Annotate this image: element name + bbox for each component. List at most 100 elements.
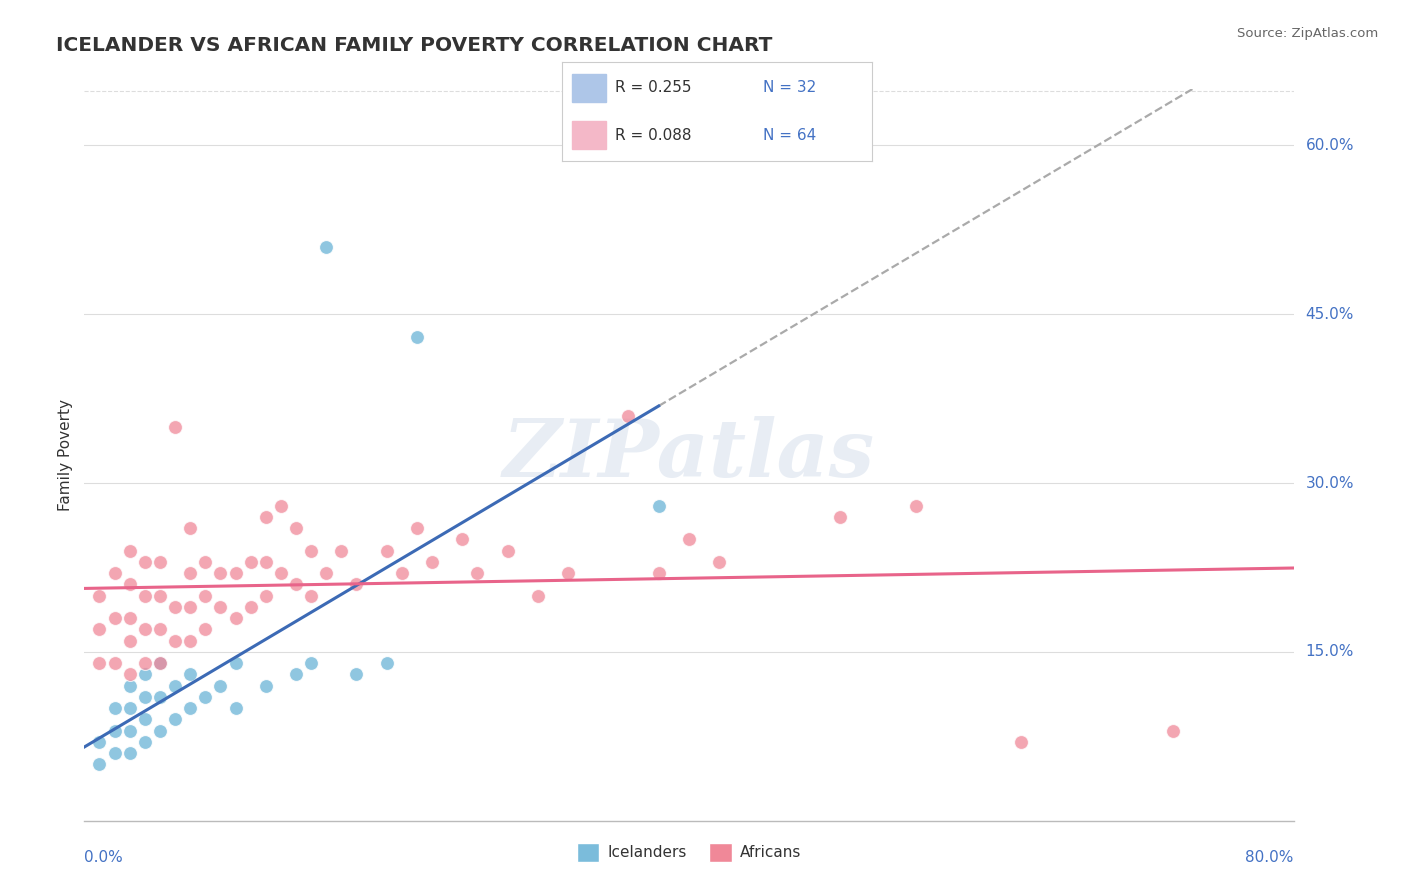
Point — [647, 499, 671, 513]
Point — [149, 589, 172, 603]
Point — [179, 599, 201, 614]
Point — [179, 566, 201, 580]
Point — [194, 690, 217, 704]
Point — [118, 746, 141, 760]
Point — [149, 656, 172, 670]
Point — [406, 330, 429, 344]
Text: ICELANDER VS AFRICAN FAMILY POVERTY CORRELATION CHART: ICELANDER VS AFRICAN FAMILY POVERTY CORR… — [56, 36, 773, 54]
Text: 80.0%: 80.0% — [1246, 850, 1294, 865]
Point — [299, 543, 322, 558]
Point — [179, 701, 201, 715]
Point — [163, 679, 186, 693]
Point — [526, 589, 548, 603]
FancyBboxPatch shape — [572, 74, 606, 102]
Point — [104, 701, 127, 715]
Point — [225, 656, 247, 670]
Text: ZIPatlas: ZIPatlas — [503, 417, 875, 493]
Text: 60.0%: 60.0% — [1306, 138, 1354, 153]
Point — [134, 555, 156, 569]
Point — [89, 589, 111, 603]
Point — [225, 611, 247, 625]
Point — [284, 667, 308, 681]
Point — [209, 679, 232, 693]
Point — [451, 533, 474, 547]
Text: 15.0%: 15.0% — [1306, 644, 1354, 659]
Text: N = 64: N = 64 — [763, 128, 817, 143]
Point — [315, 566, 337, 580]
Point — [134, 667, 156, 681]
Text: N = 32: N = 32 — [763, 80, 817, 95]
Point — [346, 667, 368, 681]
Point — [1161, 723, 1184, 738]
Point — [134, 623, 156, 637]
Point — [467, 566, 489, 580]
Point — [254, 555, 277, 569]
Point — [194, 589, 217, 603]
Point — [118, 543, 141, 558]
Point — [254, 679, 277, 693]
Point — [89, 656, 111, 670]
Point — [104, 566, 127, 580]
Point — [239, 599, 262, 614]
Point — [118, 611, 141, 625]
Point — [149, 690, 172, 704]
Point — [118, 577, 141, 591]
Point — [830, 509, 852, 524]
Point — [134, 589, 156, 603]
Point — [163, 633, 186, 648]
Point — [709, 555, 731, 569]
Point — [89, 757, 111, 772]
Point — [406, 521, 429, 535]
Legend: Icelanders, Africans: Icelanders, Africans — [571, 837, 807, 868]
Point — [194, 555, 217, 569]
Point — [270, 499, 292, 513]
Point — [89, 735, 111, 749]
Point — [284, 521, 308, 535]
Point — [346, 577, 368, 591]
Point — [104, 611, 127, 625]
Point — [239, 555, 262, 569]
Point — [149, 555, 172, 569]
Point — [104, 723, 127, 738]
Point — [118, 667, 141, 681]
Y-axis label: Family Poverty: Family Poverty — [58, 399, 73, 511]
Text: R = 0.255: R = 0.255 — [614, 80, 692, 95]
Point — [134, 690, 156, 704]
Text: 45.0%: 45.0% — [1306, 307, 1354, 322]
Point — [330, 543, 353, 558]
Point — [225, 701, 247, 715]
Point — [647, 566, 671, 580]
Point — [209, 599, 232, 614]
Point — [89, 623, 111, 637]
Point — [225, 566, 247, 580]
Point — [104, 746, 127, 760]
Point — [163, 712, 186, 726]
Point — [254, 509, 277, 524]
Point — [163, 599, 186, 614]
Point — [118, 723, 141, 738]
Point — [134, 656, 156, 670]
Point — [254, 589, 277, 603]
Point — [270, 566, 292, 580]
Point — [179, 667, 201, 681]
Text: 30.0%: 30.0% — [1306, 475, 1354, 491]
Point — [904, 499, 927, 513]
Point — [299, 589, 322, 603]
Point — [194, 623, 217, 637]
Point — [149, 656, 172, 670]
Point — [118, 633, 141, 648]
Point — [375, 656, 398, 670]
Point — [118, 701, 141, 715]
Point — [179, 633, 201, 648]
Point — [209, 566, 232, 580]
Text: R = 0.088: R = 0.088 — [614, 128, 692, 143]
Text: Source: ZipAtlas.com: Source: ZipAtlas.com — [1237, 27, 1378, 40]
Point — [1010, 735, 1032, 749]
Point — [134, 712, 156, 726]
Point — [496, 543, 519, 558]
Point — [179, 521, 201, 535]
Point — [315, 240, 337, 254]
FancyBboxPatch shape — [572, 121, 606, 149]
Point — [163, 419, 186, 434]
Point — [118, 679, 141, 693]
